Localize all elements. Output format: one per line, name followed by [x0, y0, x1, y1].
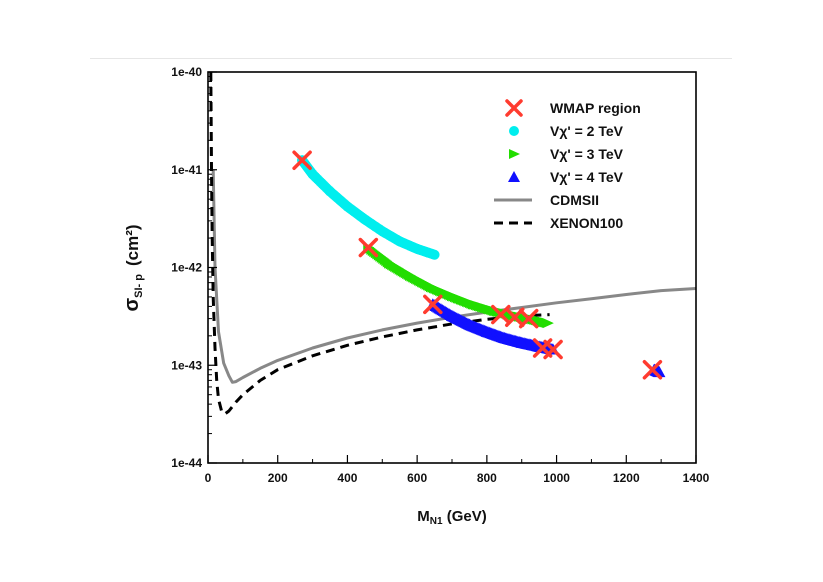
x-axis-title-main: M	[417, 508, 430, 525]
point-v3	[426, 282, 438, 293]
data-points	[292, 150, 666, 380]
y-tick-label: 1e-40	[171, 65, 202, 79]
point-v3	[447, 291, 458, 302]
x-tick-label: 600	[407, 471, 427, 485]
point-wmap	[358, 237, 379, 258]
point-v2	[429, 249, 440, 260]
point-wmap	[292, 150, 312, 171]
y-tick-label: 1e-44	[171, 456, 202, 470]
curve-xenon	[209, 72, 550, 416]
y-axis-title: σSI- p (cm²)	[121, 224, 145, 311]
legend-swatch-v4	[508, 171, 520, 182]
x-tick-label: 1400	[683, 471, 710, 485]
point-v3	[384, 258, 396, 269]
point-v2	[307, 169, 318, 180]
x-axis-title: MN1 (GeV)	[417, 508, 486, 527]
legend-swatch-v2	[509, 126, 519, 136]
point-v3	[488, 305, 500, 316]
point-v4	[515, 336, 528, 348]
legend-label-v2: Vχ' = 2 TeV	[550, 123, 624, 139]
point-v2	[394, 236, 405, 247]
point-v4	[446, 309, 458, 321]
legend-label-xenon: XENON100	[550, 215, 623, 231]
y-axis-title-sub: SI- p	[133, 274, 145, 298]
point-v3	[467, 299, 479, 310]
x-axis-title-unit: (GeV)	[443, 508, 487, 525]
x-tick-label: 1000	[543, 471, 570, 485]
curve-cdms	[211, 169, 696, 384]
point-v3	[405, 270, 417, 281]
legend-swatch-v3	[509, 149, 520, 159]
point-wmap	[423, 294, 443, 315]
top-divider-line	[90, 58, 732, 59]
point-v2	[377, 226, 388, 237]
point-wmap	[543, 339, 563, 360]
x-tick-label: 0	[205, 471, 212, 485]
point-v2	[359, 214, 370, 225]
x-axis-title-sub: N1	[430, 516, 443, 527]
x-axis-ticks: 0 200 400 600 800 1000 1200 1400	[205, 455, 710, 485]
legend-label-cdms: CDMSII	[550, 192, 599, 208]
y-axis-title-main: σ	[121, 298, 143, 312]
x-tick-label: 800	[477, 471, 497, 485]
point-v4	[498, 332, 511, 344]
y-tick-label: 1e-43	[171, 358, 202, 372]
legend-label-v3: Vχ' = 3 TeV	[550, 146, 624, 162]
point-v2	[325, 186, 335, 197]
point-v2	[342, 201, 353, 212]
y-tick-label: 1e-41	[171, 163, 202, 177]
y-axis-title-unit: (cm²)	[123, 224, 142, 266]
legend: WMAP region Vχ' = 2 TeV Vχ' = 3 TeV Vχ' = 4…	[494, 99, 641, 231]
x-tick-label: 400	[337, 471, 357, 485]
y-axis-ticks: 1e-44 1e-43 1e-42 1e-41 1e-40	[171, 65, 217, 470]
point-v4	[463, 318, 476, 330]
legend-label-wmap: WMAP region	[550, 100, 641, 116]
exclusion-curves	[209, 72, 696, 416]
point-v2	[412, 243, 423, 254]
legend-label-v4: Vχ' = 4 TeV	[550, 169, 624, 185]
legend-swatch-wmap	[505, 99, 523, 117]
point-wmap	[518, 308, 539, 329]
x-tick-label: 200	[268, 471, 288, 485]
x-tick-label: 1200	[613, 471, 640, 485]
point-v4	[480, 325, 493, 337]
y-tick-label: 1e-42	[171, 261, 202, 275]
point-wmap	[642, 359, 663, 380]
point-v3	[542, 318, 554, 329]
